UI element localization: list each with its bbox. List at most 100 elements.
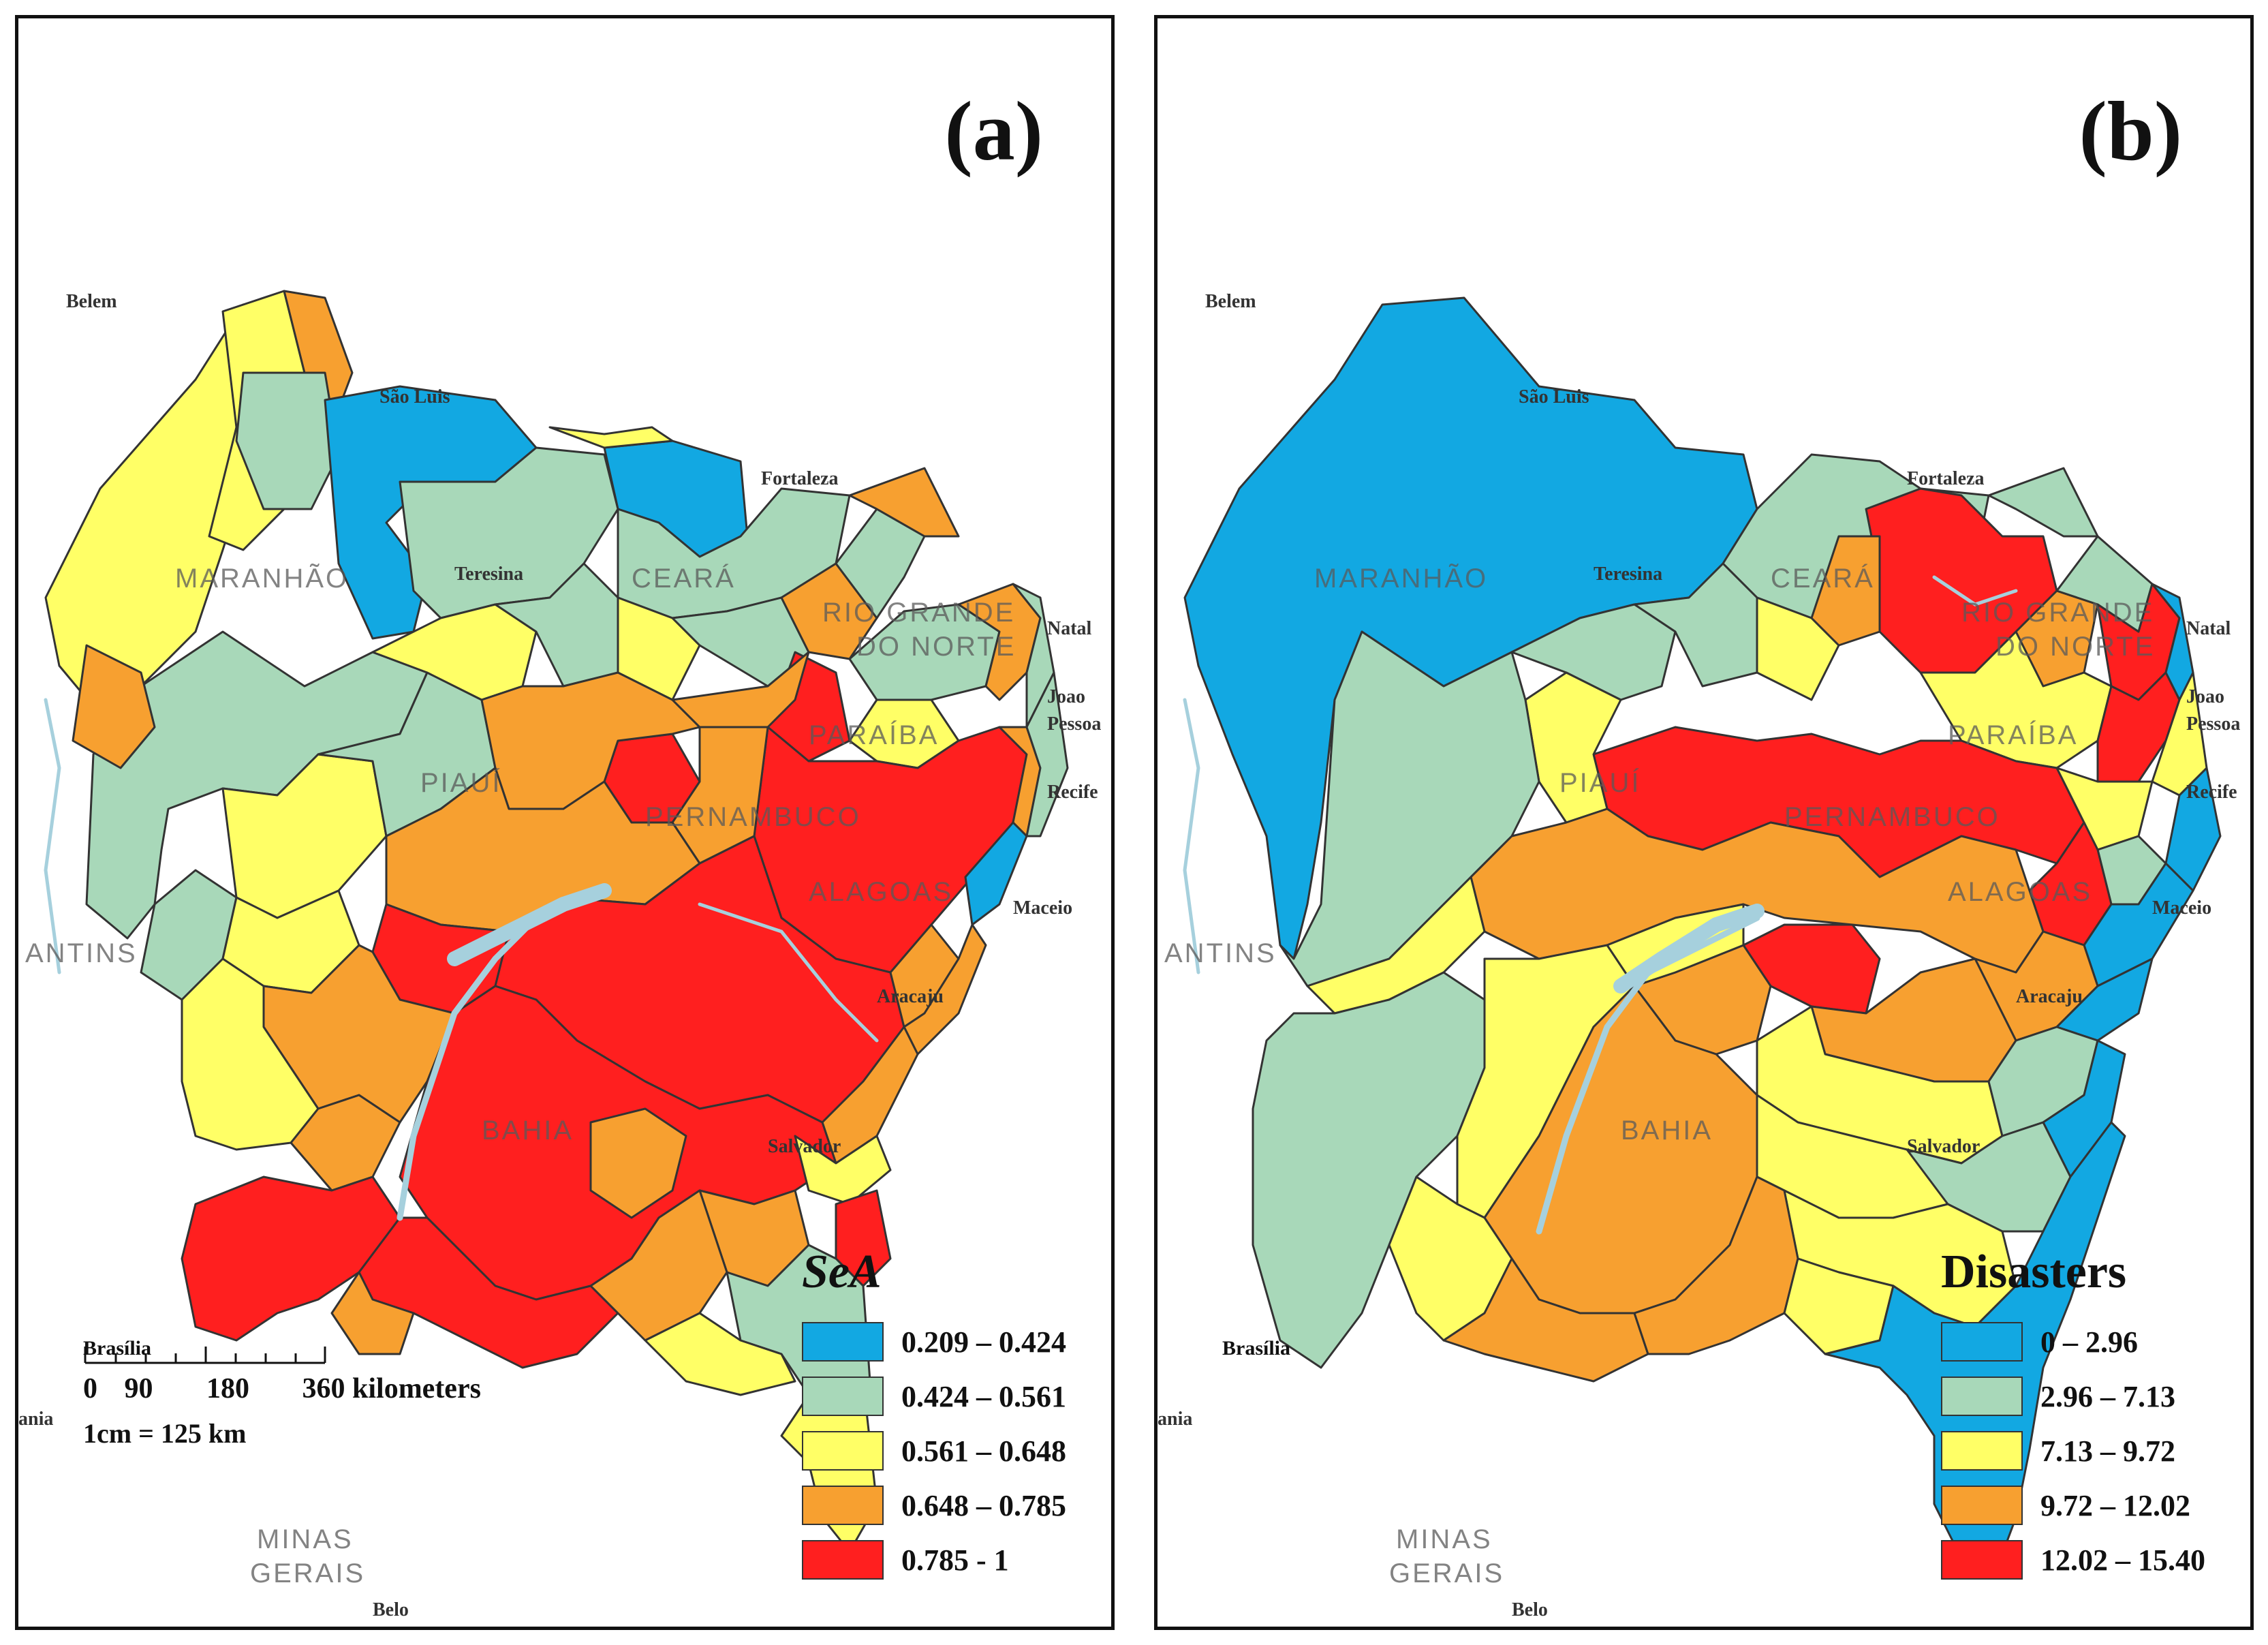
place-maceio-a: Maceio xyxy=(1013,897,1073,919)
state-alagoas-a: ALAGOAS xyxy=(809,877,954,907)
state-paraiba-a: PARAÍBA xyxy=(809,720,939,750)
legend-swatch-b-4 xyxy=(1941,1486,2023,1525)
region-b-42 xyxy=(1442,1257,1649,1383)
legend-row-b-2: 2.96 – 7.13 xyxy=(1941,1369,2205,1424)
place-natal-a: Natal xyxy=(1047,618,1092,639)
place-maceio-b: Maceio xyxy=(2152,897,2212,919)
legend-label-a-4: 0.648 – 0.785 xyxy=(901,1488,1066,1522)
place-joao-a: Joao xyxy=(1047,686,1085,707)
region-a-53 xyxy=(330,1271,415,1355)
legend-title-b: Disasters xyxy=(1941,1246,2127,1298)
map-panel-b: Belem São Luis Fortaleza Teresina Natal … xyxy=(1154,15,2254,1630)
legend-label-b-1: 0 – 2.96 xyxy=(2040,1325,2138,1359)
region-a-21 xyxy=(835,508,926,619)
river-ceara-b xyxy=(1932,575,2018,606)
region-a-4 xyxy=(235,371,340,510)
legend-swatch-b-2 xyxy=(1941,1377,2023,1416)
state-minas2-a: GERAIS xyxy=(250,1558,366,1588)
legend-row-b-4: 9.72 – 12.02 xyxy=(1941,1478,2205,1533)
region-a-49 xyxy=(835,1189,892,1287)
river-tocantins-a xyxy=(44,698,61,974)
scale-tick-0: 0 xyxy=(83,1373,97,1404)
place-sao-luis-b: São Luis xyxy=(1519,386,1589,408)
region-b-28 xyxy=(2055,957,2154,1042)
place-natal-b: Natal xyxy=(2186,618,2231,639)
place-fortaleza-b: Fortaleza xyxy=(1907,468,1985,489)
legend-label-a-2: 0.424 – 0.561 xyxy=(901,1379,1066,1413)
legend-row-a-5: 0.785 - 1 xyxy=(802,1533,1066,1587)
place-pessoa-a: Pessoa xyxy=(1047,713,1102,735)
legend-label-b-3: 7.13 – 9.72 xyxy=(2040,1434,2175,1468)
legend-row-b-1: 0 – 2.96 xyxy=(1941,1315,2205,1369)
legend-row-b-3: 7.13 – 9.72 xyxy=(1941,1424,2205,1478)
place-aracaju-b: Aracaju xyxy=(2016,986,2083,1007)
legend-row-a-4: 0.648 – 0.785 xyxy=(802,1478,1066,1533)
legend-swatch-b-3 xyxy=(1941,1431,2023,1471)
scale-note: 1cm = 125 km xyxy=(83,1418,247,1449)
river-reservoir-a xyxy=(447,883,612,966)
place-salvador-b: Salvador xyxy=(1907,1136,1980,1157)
place-teresina-a: Teresina xyxy=(454,564,524,585)
place-joao-b: Joao xyxy=(2186,686,2224,707)
state-bahia-a: BAHIA xyxy=(482,1116,574,1146)
region-a-40 xyxy=(903,923,987,1056)
place-fortaleza-a: Fortaleza xyxy=(761,468,839,489)
legend-row-a-2: 0.424 – 0.561 xyxy=(802,1369,1066,1424)
region-a-11 xyxy=(72,644,156,769)
place-belo-a: Belo xyxy=(373,1599,409,1620)
legend-row-a-1: 0.209 – 0.424 xyxy=(802,1315,1066,1369)
state-maranhao-a: MARANHÃO xyxy=(175,564,349,594)
map-a-svg xyxy=(44,290,1069,1553)
river-tocantins-b xyxy=(1183,698,1200,974)
region-b-25 xyxy=(1742,923,1881,1015)
scale-bar: Brasília 0 90 180 360 kilometers 1cm = 1… xyxy=(83,1337,481,1449)
legend-swatch-a-1 xyxy=(802,1322,884,1362)
region-b-16 xyxy=(2164,767,2222,892)
place-recife-a: Recife xyxy=(1047,782,1098,803)
state-ceara-a: CEARÁ xyxy=(632,564,736,594)
place-aracaju-a: Aracaju xyxy=(877,986,944,1007)
region-a-18 xyxy=(617,596,701,701)
region-a-35 xyxy=(964,821,1028,926)
river-east-a xyxy=(698,902,879,1043)
legend-swatch-a-3 xyxy=(802,1431,884,1471)
place-brasilia-b: Brasília xyxy=(1222,1337,1291,1359)
place-sao-luis-a: São Luis xyxy=(379,386,450,408)
legend-swatch-a-5 xyxy=(802,1540,884,1580)
state-ceara-b: CEARÁ xyxy=(1771,564,1875,594)
place-salvador-a: Salvador xyxy=(768,1136,841,1157)
scale-city-label: Brasília xyxy=(83,1337,152,1359)
legend-label-b-2: 2.96 – 7.13 xyxy=(2040,1379,2175,1413)
river-sao-francisco-b xyxy=(1536,914,1760,1235)
state-pernambuco-b: PERNAMBUCO xyxy=(1784,802,2000,832)
region-a-34 xyxy=(1025,671,1069,837)
state-piaui-a: PIAUÍ xyxy=(420,768,502,798)
legend-label-a-5: 0.785 - 1 xyxy=(901,1543,1009,1577)
panel-label-a: (a) xyxy=(944,84,1043,178)
legend-label-b-4: 9.72 – 12.02 xyxy=(2040,1488,2190,1522)
region-b-22 xyxy=(1524,671,1622,824)
state-minas2-b: GERAIS xyxy=(1389,1558,1505,1588)
scale-tick-labels: 0 90 180 360 kilometers xyxy=(83,1372,481,1405)
legend-label-a-3: 0.561 – 0.648 xyxy=(901,1434,1066,1468)
region-a-16 xyxy=(371,603,538,701)
map-panel-a: Belem São Luis Fortaleza Teresina Natal … xyxy=(15,15,1115,1630)
state-tocantins-b: ANTINS xyxy=(1164,938,1277,968)
region-a-46 xyxy=(589,1107,687,1219)
state-bahia-b: BAHIA xyxy=(1621,1116,1713,1146)
state-piaui-b: PIAUÍ xyxy=(1559,768,1641,798)
river-reservoir-b xyxy=(1613,904,1765,994)
state-rn1-b: RIO GRANDE xyxy=(1961,598,2155,628)
legend-swatch-b-1 xyxy=(1941,1322,2023,1362)
legend-swatch-a-2 xyxy=(802,1377,884,1416)
place-belo-b: Belo xyxy=(1512,1599,1548,1620)
legend-swatch-b-5 xyxy=(1941,1540,2023,1580)
region-b-8 xyxy=(1810,535,1881,647)
place-belem-b: Belem xyxy=(1205,291,1256,312)
region-a-48 xyxy=(794,1135,892,1205)
state-maranhao-b: MARANHÃO xyxy=(1314,564,1489,594)
region-a-9 xyxy=(548,426,674,449)
state-minas1-a: MINAS xyxy=(257,1524,354,1554)
state-rn2-a: DO NORTE xyxy=(856,632,1016,662)
legend-a: SeA 0.209 – 0.424 0.424 – 0.561 0.561 – … xyxy=(802,1245,1066,1587)
